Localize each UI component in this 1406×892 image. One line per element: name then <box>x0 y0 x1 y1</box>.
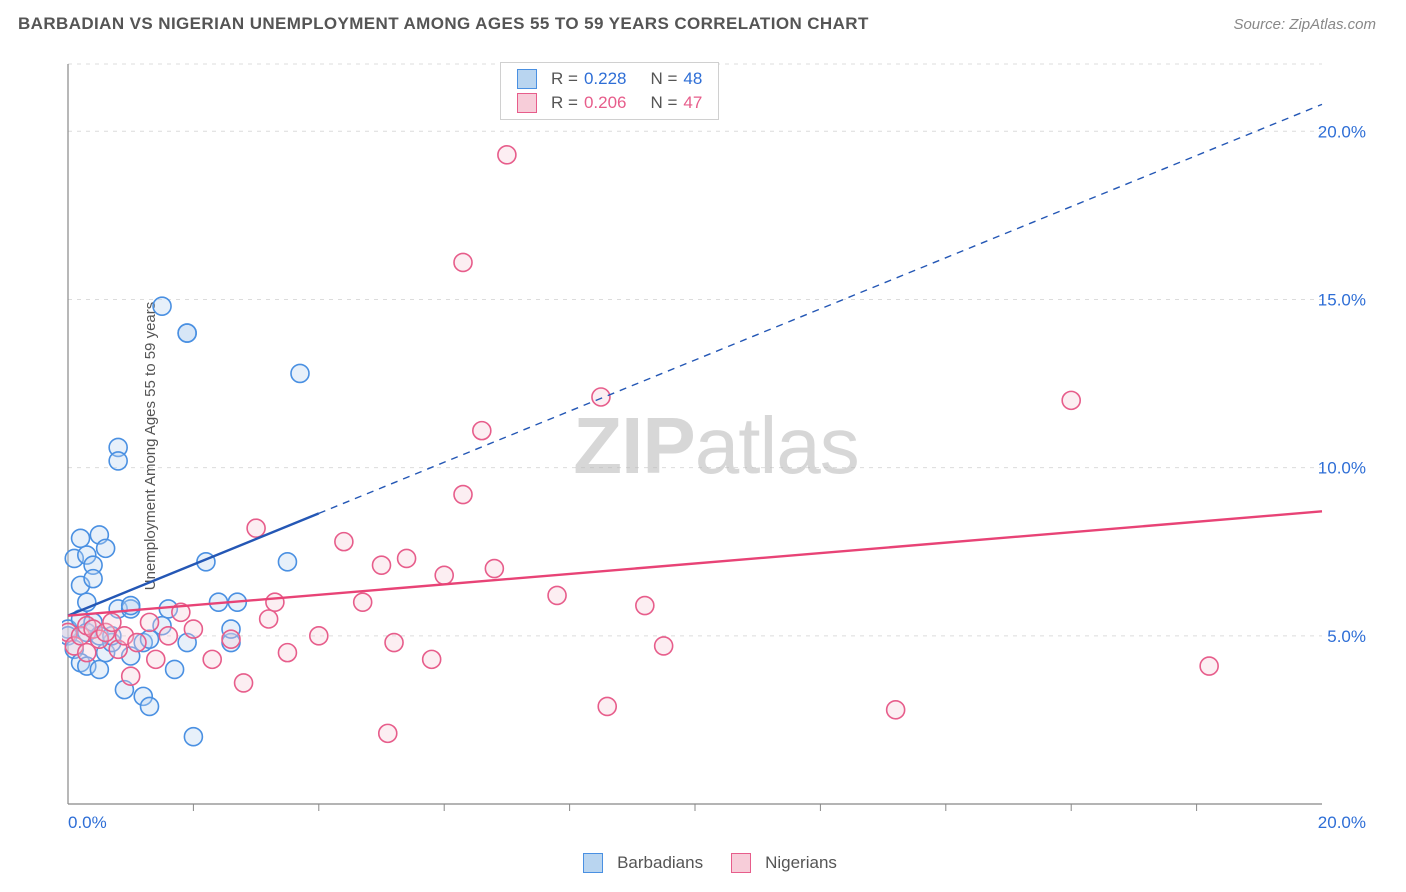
legend-series-item: Barbadians <box>583 853 703 873</box>
chart-title: BARBADIAN VS NIGERIAN UNEMPLOYMENT AMONG… <box>18 14 869 34</box>
r-value: 0.206 <box>584 93 627 113</box>
legend-series-item: Nigerians <box>731 853 837 873</box>
n-value: 48 <box>683 69 702 89</box>
source-attribution: Source: ZipAtlas.com <box>1233 16 1376 33</box>
n-label: N = <box>650 93 677 113</box>
n-label: N = <box>650 69 677 89</box>
legend-correlation-row: R = 0.206 N = 47 <box>501 91 718 115</box>
legend-swatch <box>517 93 537 113</box>
legend-swatch <box>583 853 603 873</box>
svg-text:0.0%: 0.0% <box>68 813 107 832</box>
svg-text:10.0%: 10.0% <box>1318 459 1366 478</box>
svg-text:5.0%: 5.0% <box>1327 627 1366 646</box>
svg-text:20.0%: 20.0% <box>1318 122 1366 141</box>
r-label: R = <box>551 93 578 113</box>
legend-swatch <box>731 853 751 873</box>
legend-correlation-row: R = 0.228 N = 48 <box>501 67 718 91</box>
n-value: 47 <box>683 93 702 113</box>
scatter-plot: 5.0%10.0%15.0%20.0%0.0%20.0% ZIPatlas R … <box>62 58 1370 834</box>
legend-swatch <box>517 69 537 89</box>
chart-area: 5.0%10.0%15.0%20.0%0.0%20.0% ZIPatlas R … <box>50 58 1370 834</box>
r-value: 0.228 <box>584 69 627 89</box>
correlation-legend: R = 0.228 N = 48 R = 0.206 N = 47 <box>500 62 719 120</box>
r-label: R = <box>551 69 578 89</box>
series-legend: Barbadians Nigerians <box>50 840 1370 886</box>
legend-series-label: Nigerians <box>765 853 837 873</box>
legend-series-label: Barbadians <box>617 853 703 873</box>
svg-text:15.0%: 15.0% <box>1318 290 1366 309</box>
svg-text:20.0%: 20.0% <box>1318 813 1366 832</box>
